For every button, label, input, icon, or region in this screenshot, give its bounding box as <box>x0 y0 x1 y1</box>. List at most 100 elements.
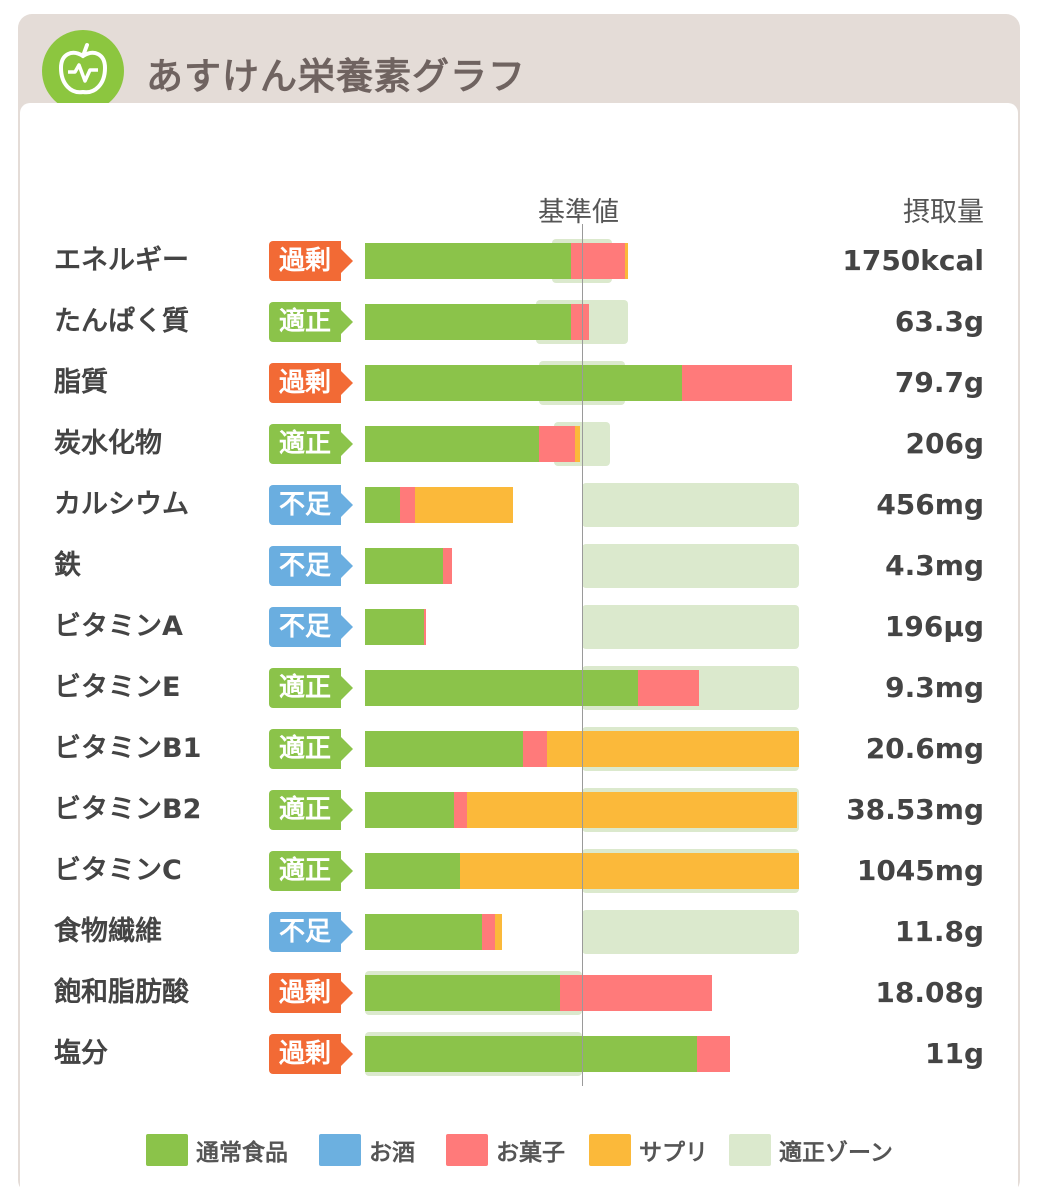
bar-snacks <box>443 548 452 584</box>
bar-normal-food <box>365 792 454 828</box>
bar-snacks <box>571 304 589 340</box>
bar-supplement <box>414 487 513 523</box>
nutrient-label: エネルギー <box>54 245 189 276</box>
legend-label: サプリ <box>639 1140 708 1166</box>
intake-header: 摂取量 <box>903 197 984 228</box>
legend-label: お菓子 <box>496 1140 565 1166</box>
bar-normal-food <box>365 487 400 523</box>
bar-snacks <box>482 914 496 950</box>
nutrient-label: 飽和脂肪酸 <box>54 977 189 1008</box>
bar-normal-food <box>365 243 572 279</box>
nutrient-label: たんぱく質 <box>54 306 189 337</box>
status-badge: 過剰 <box>269 241 353 281</box>
legend-swatch <box>446 1134 488 1166</box>
bar-supplement <box>495 914 502 950</box>
legend-zone: 適正ゾーン <box>729 1134 893 1166</box>
status-badge: 適正 <box>269 729 353 769</box>
zone-band <box>582 544 799 588</box>
bar-snacks <box>571 243 626 279</box>
intake-value: 63.3g <box>894 305 984 338</box>
intake-value: 1045mg <box>856 854 984 887</box>
legend-swatch <box>589 1134 631 1166</box>
status-badge: 適正 <box>269 302 353 342</box>
intake-value: 1750kcal <box>842 244 984 277</box>
bar-normal-food <box>365 609 424 645</box>
status-badge: 不足 <box>269 912 353 952</box>
nutrient-label: ビタミンB1 <box>54 733 202 764</box>
nutrient-label: カルシウム <box>54 489 189 520</box>
bar-snacks <box>523 731 548 767</box>
bar-supplement <box>460 853 799 889</box>
intake-value: 11g <box>924 1037 984 1070</box>
bar-snacks <box>638 670 700 706</box>
nutrient-label: ビタミンC <box>54 855 182 886</box>
bar-normal-food <box>365 914 483 950</box>
bar-snacks <box>399 487 415 523</box>
bar-supplement <box>466 792 797 828</box>
nutrient-label: 食物繊維 <box>54 916 162 947</box>
intake-value: 79.7g <box>894 366 984 399</box>
zone-band <box>582 910 799 954</box>
bar-supplement <box>575 426 580 462</box>
nutrient-label: 塩分 <box>54 1038 108 1069</box>
legend-label: 適正ゾーン <box>779 1140 893 1166</box>
bar-snacks <box>423 609 426 645</box>
bar-normal-food <box>365 548 444 584</box>
nutrient-label: ビタミンA <box>54 611 183 642</box>
legend-alcohol: お酒 <box>319 1134 415 1166</box>
nutrient-label: 鉄 <box>54 550 81 581</box>
legend-swatch <box>146 1134 188 1166</box>
bar-snacks <box>538 426 576 462</box>
legend-swatch <box>319 1134 361 1166</box>
bar-normal-food <box>365 304 572 340</box>
status-badge: 適正 <box>269 424 353 464</box>
bar-normal-food <box>365 1036 697 1072</box>
legend-swatch <box>729 1134 771 1166</box>
status-badge: 過剰 <box>269 973 353 1013</box>
status-badge: 適正 <box>269 851 353 891</box>
reference-line <box>582 224 583 1086</box>
legend-label: 通常食品 <box>196 1140 288 1166</box>
bar-normal-food <box>365 670 639 706</box>
bar-snacks <box>453 792 467 828</box>
bar-snacks <box>697 1036 730 1072</box>
bar-normal-food <box>365 975 561 1011</box>
bar-normal-food <box>365 731 524 767</box>
status-badge: 不足 <box>269 607 353 647</box>
nutrient-label: ビタミンB2 <box>54 794 202 825</box>
intake-value: 11.8g <box>894 915 984 948</box>
legend-supplement: サプリ <box>589 1134 708 1166</box>
intake-value: 38.53mg <box>846 793 984 826</box>
intake-value: 20.6mg <box>865 732 984 765</box>
legend-snacks: お菓子 <box>446 1134 565 1166</box>
zone-band <box>582 483 799 527</box>
chart-card <box>20 103 1018 1198</box>
status-badge: 過剰 <box>269 363 353 403</box>
bar-snacks <box>560 975 713 1011</box>
status-badge: 過剰 <box>269 1034 353 1074</box>
status-badge: 適正 <box>269 668 353 708</box>
intake-value: 196µg <box>884 610 984 643</box>
intake-value: 456mg <box>876 488 984 521</box>
bar-supplement <box>547 731 799 767</box>
page-title: あすけん栄養素グラフ <box>146 55 526 98</box>
intake-value: 9.3mg <box>885 671 984 704</box>
bar-normal-food <box>365 365 682 401</box>
bar-normal-food <box>365 426 539 462</box>
nutrient-label: 炭水化物 <box>54 428 162 459</box>
zone-band <box>582 605 799 649</box>
intake-value: 18.08g <box>875 976 984 1009</box>
reference-header: 基準値 <box>538 197 619 228</box>
status-badge: 適正 <box>269 790 353 830</box>
bar-normal-food <box>365 853 461 889</box>
nutrient-label: ビタミンE <box>54 672 181 703</box>
apple-chart-icon <box>42 30 124 112</box>
intake-value: 206g <box>905 427 985 460</box>
legend-label: お酒 <box>369 1140 415 1166</box>
intake-value: 4.3mg <box>885 549 984 582</box>
bar-supplement <box>625 243 628 279</box>
bar-snacks <box>681 365 793 401</box>
nutrient-label: 脂質 <box>54 367 108 398</box>
status-badge: 不足 <box>269 485 353 525</box>
legend-normal-food: 通常食品 <box>146 1134 288 1166</box>
